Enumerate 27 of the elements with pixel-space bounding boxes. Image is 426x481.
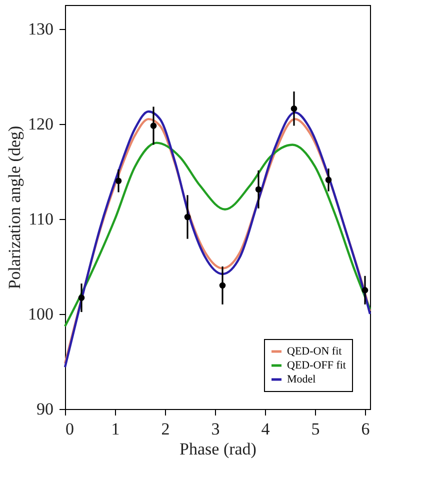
x-tick-label: 3 (211, 420, 220, 438)
legend-label: QED-OFF fit (287, 360, 346, 372)
y-tick-label: 100 (28, 304, 54, 324)
point (150, 122, 157, 129)
line-series (64, 142, 372, 328)
y-tick-label: 130 (28, 19, 54, 38)
point (184, 214, 191, 220)
x-tick-label: 2 (161, 420, 170, 438)
y-tick-label: 110 (28, 209, 54, 228)
point (290, 105, 298, 112)
x-tick-label: 6 (361, 420, 370, 438)
x-tick-label: 5 (311, 420, 320, 438)
x-tick-label: 4 (261, 420, 270, 438)
y-tick-label: 120 (28, 114, 54, 134)
point (362, 287, 368, 294)
y-axis-title: Polarization angle (deg) (5, 126, 24, 290)
point (219, 282, 226, 289)
point (255, 186, 262, 193)
x-tick-label: 0 (66, 420, 74, 438)
x-tick-label: 1 (111, 420, 120, 438)
point (325, 176, 332, 184)
y-tick-label: 90 (36, 400, 54, 418)
x-axis-title: Phase (rad) (180, 440, 256, 458)
point (78, 294, 85, 301)
legend-label: QED-ON fit (287, 346, 342, 358)
point (115, 178, 122, 184)
legend-label: Model (287, 374, 316, 386)
